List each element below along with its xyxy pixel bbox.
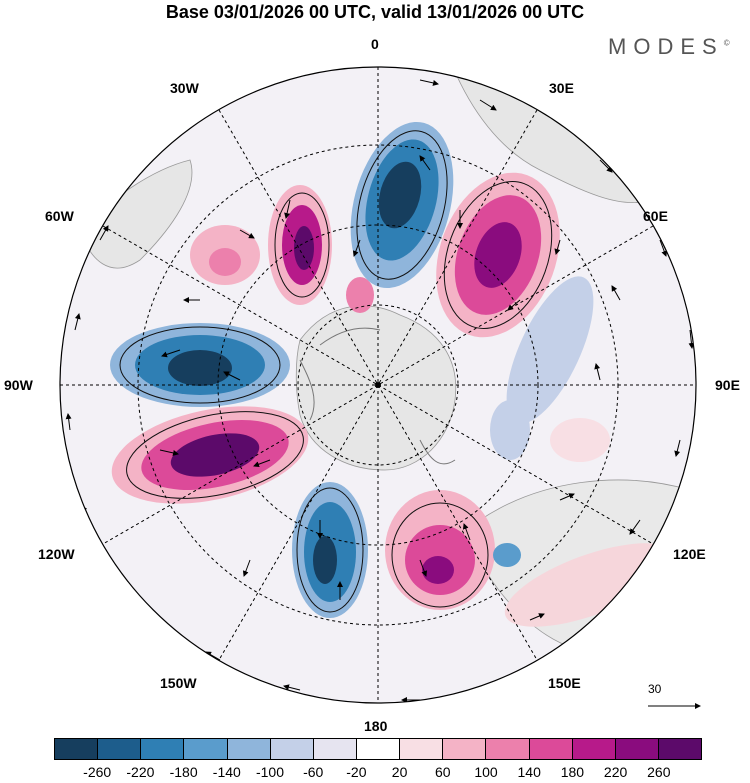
- lon-label-180: 180: [364, 718, 388, 734]
- colorbar-swatch: [571, 739, 615, 759]
- lon-label-30e: 30E: [549, 80, 574, 96]
- land-antarctica: [295, 305, 457, 471]
- lon-label-90w: 90W: [4, 377, 33, 393]
- anomaly-negative: [313, 536, 337, 584]
- colorbar-swatch: [97, 739, 141, 759]
- colorbar-tick-label: 260: [647, 764, 671, 780]
- modes-logo: MODES©: [608, 34, 730, 60]
- lon-label-30w: 30W: [170, 80, 199, 96]
- anomaly-negative: [493, 543, 521, 567]
- colorbar-swatch: [312, 739, 356, 759]
- land-west: [79, 159, 193, 269]
- reference-vector-label: 30: [648, 682, 662, 696]
- colorbar-tick-label: -260: [83, 764, 112, 780]
- lon-label-90e: 90E: [715, 377, 740, 393]
- lon-label-60w: 60W: [45, 208, 74, 224]
- colorbar-swatch: [399, 739, 443, 759]
- anomaly-positive: [170, 433, 260, 477]
- colorbar-swatch: [657, 739, 702, 759]
- anomaly-positive: [474, 222, 522, 288]
- brand-mark: ©: [723, 38, 730, 48]
- colorbar-swatch: [183, 739, 227, 759]
- colorbar-swatch: [485, 739, 529, 759]
- anomaly-negative: [506, 276, 594, 424]
- contour-lines: [119, 130, 553, 613]
- coastline: [299, 327, 456, 465]
- colorbar-swatch: [442, 739, 486, 759]
- colorbar-swatch: [140, 739, 184, 759]
- colorbar-ticks: -260 -220 -180 -140 -100 -60 -20 20 60 100 140 180 2…: [0, 764, 750, 782]
- polar-map: [59, 66, 701, 709]
- anomaly-positive: [209, 248, 241, 276]
- map-title: Base 03/01/2026 00 UTC, valid 13/01/2026…: [165, 2, 585, 22]
- colorbar-tick-label: 100: [474, 764, 498, 780]
- colorbar-swatch: [269, 739, 313, 759]
- colorbar-tick-label: -100: [255, 764, 285, 780]
- pole-marker: [375, 382, 381, 388]
- colorbar-tick-label: -220: [126, 764, 155, 780]
- colorbar-tick-label: 220: [603, 764, 628, 780]
- colorbar-swatch: [226, 739, 270, 759]
- map-boundary: [59, 66, 697, 704]
- colorbar-tick-label: -180: [169, 764, 198, 780]
- colorbar-tick-label: -60: [303, 764, 324, 780]
- anomaly-positive: [550, 418, 610, 462]
- colorbar-swatch: [355, 739, 400, 759]
- colorbar-tick-label: -140: [212, 764, 241, 780]
- colorbar-swatch: [55, 739, 98, 759]
- anomaly-negative: [490, 400, 530, 460]
- brand-text: MODES: [608, 34, 724, 59]
- colorbar-tick-label: 60: [435, 764, 451, 780]
- lon-label-0: 0: [371, 36, 379, 52]
- colorbar-tick-label: 20: [391, 764, 408, 780]
- anomaly-negative: [378, 161, 422, 229]
- lon-label-150e: 150E: [548, 675, 581, 691]
- colorbar-swatch: [528, 739, 572, 759]
- anomaly-negative: [168, 350, 232, 386]
- lon-label-120e: 120E: [673, 546, 706, 562]
- colorbar-swatch: [614, 739, 658, 759]
- lon-label-60e: 60E: [643, 208, 668, 224]
- lon-label-150w: 150W: [160, 675, 197, 691]
- colorbar-tick-label: 180: [560, 764, 585, 780]
- anomaly-positive: [346, 277, 374, 313]
- anomaly-positive: [422, 556, 454, 584]
- anomaly-positive: [294, 226, 314, 270]
- colorbar-tick-label: 140: [517, 764, 541, 780]
- lon-label-120w: 120W: [38, 546, 75, 562]
- anomaly-positive: [504, 543, 676, 627]
- colorbar: [54, 738, 702, 760]
- colorbar-tick-label: -20: [346, 764, 367, 780]
